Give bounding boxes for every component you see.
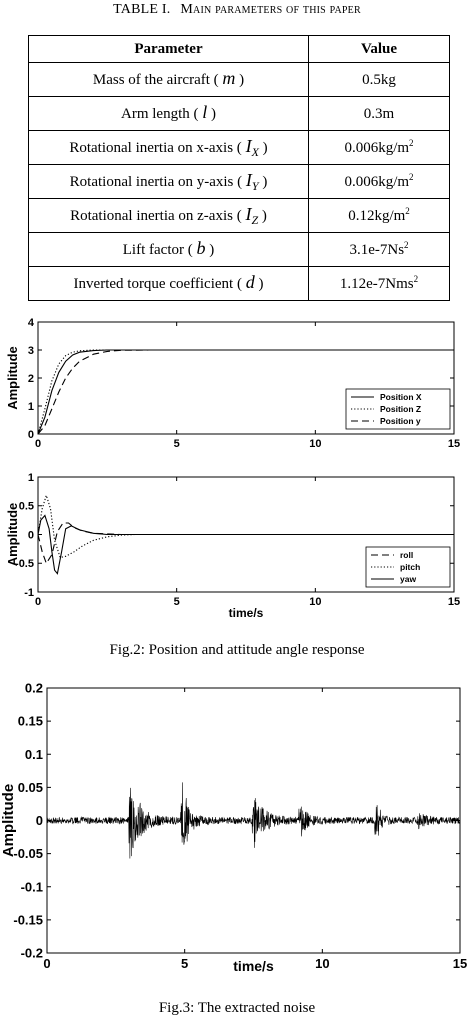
y-tick-label: 0.15 [18,714,43,729]
x-tick-label: 0 [43,956,50,971]
noise-signal-line [46,782,461,859]
table-row: Rotational inertia on z-axis ( IZ ) 0.12k… [28,198,450,233]
x-tick-label: 5 [174,438,180,448]
table-row: Rotational inertia on x-axis ( IX ) 0.006… [28,130,450,165]
table-row: Lift factor ( b ) 3.1e-7Ns2 [28,232,450,267]
y-axis-label: Amplitude [5,503,20,567]
series-line-yaw [37,514,454,575]
y-tick-label: 0.2 [25,681,43,696]
header-parameter: Parameter [28,35,309,63]
parameter-cell: Rotational inertia on y-axis ( IY ) [28,164,309,199]
y-tick-label: 3 [28,345,34,357]
legend-box [345,388,451,430]
fig3-chart: 0 5 10 15 -0.2 -0.15 -0.1 -0.05 0 0.05 0.1 0.15 0.2 A… [0,676,474,976]
value-cell: 0.006kg/m2 [308,164,450,199]
table-row: Arm length ( l ) 0.3m [28,96,450,131]
y-tick-label: -0.5 [15,558,34,570]
parameters-table: Parameter Value Mass of the aircraft ( m… [28,35,450,301]
value-cell: 0.3m [308,96,450,131]
parameter-cell: Rotational inertia on x-axis ( IX ) [28,130,309,165]
y-tick-label: -0.1 [21,879,43,894]
header-value: Value [308,35,450,63]
parameter-cell: Lift factor ( b ) [28,232,309,267]
parameter-cell: Arm length ( l ) [28,96,309,131]
table-row: Rotational inertia on y-axis ( IY ) 0.006… [28,164,450,199]
legend-box [365,546,451,588]
y-tick-label: -0.2 [21,946,43,961]
y-tick-label: 4 [28,317,35,329]
y-tick-label: 0 [28,529,34,541]
parameter-cell: Inverted torque coefficient ( d ) [28,266,309,301]
y-tick-label: -0.05 [13,846,43,861]
legend-label: Position Z [380,404,421,414]
x-tick-label: 5 [174,596,180,608]
x-tick-label: 15 [448,438,460,448]
parameter-cell: Mass of the aircraft ( m ) [28,62,309,97]
y-tick-label: 0 [36,813,43,828]
table-row: Mass of the aircraft ( m ) 0.5kg [28,62,450,97]
y-axis-label: Amplitude [5,346,20,410]
series-line-position-y [37,349,454,435]
legend-label: pitch [400,562,420,572]
legend-label: Position y [380,416,421,426]
x-tick-label: 15 [448,596,460,608]
x-tick-label: 10 [309,438,321,448]
y-tick-label: 0 [28,429,34,441]
fig2-top-chart: 0 5 10 15 0 1 2 3 4 Amplitude Position X Position Z… [0,310,474,448]
value-cell: 0.12kg/m2 [308,198,450,233]
table-caption-title: Main parameters of this paper [180,2,361,17]
fig3-caption: Fig.3: The extracted noise [158,1000,316,1016]
value-cell: 0.006kg/m2 [308,130,450,165]
noise-chart: 0 5 10 15 -0.2 -0.15 -0.1 -0.05 0 0.05 0.1 0.15 0.2 A… [0,681,467,974]
parameter-cell: Rotational inertia on z-axis ( IZ ) [28,198,309,233]
x-tick-label: 15 [453,956,467,971]
y-tick-label: 2 [28,373,34,385]
y-axis-label: Amplitude [0,784,17,857]
y-tick-label: -0.15 [13,912,43,927]
table-header-row: Parameter Value [28,35,450,63]
value-cell: 0.5kg [308,62,450,97]
position-response-chart: 0 5 10 15 0 1 2 3 4 Amplitude Position X Position Z… [5,317,460,448]
y-tick-label: 0.1 [25,747,43,762]
legend-label: roll [400,550,413,560]
y-tick-label: 0.05 [18,780,43,795]
legend-label: Position X [380,392,422,402]
x-tick-label: 10 [315,956,329,971]
fig2-bottom-chart: 0 5 10 15 -1 -0.5 0 0.5 1 Amplitude time/s roll pitc… [0,467,474,627]
x-axis-label: time/s [233,958,274,974]
value-cell: 3.1e-7Ns2 [308,232,450,267]
table-caption-prefix: TABLE I. [113,2,171,17]
y-tick-label: 1 [28,472,34,484]
x-tick-label: 5 [181,956,188,971]
table-caption: TABLE I. Main parameters of this paper [0,2,474,18]
x-tick-label: 0 [35,438,41,448]
x-tick-label: 0 [35,596,41,608]
value-cell: 1.12e-7Nms2 [308,266,450,301]
x-axis-label: time/s [229,606,264,620]
legend-label: yaw [400,574,416,584]
table-row: Inverted torque coefficient ( d ) 1.12e-7… [28,266,450,301]
y-tick-label: 0.5 [19,501,34,513]
attitude-response-chart: 0 5 10 15 -1 -0.5 0 0.5 1 Amplitude time/s roll pitc… [5,472,460,620]
y-tick-label: 1 [28,401,34,413]
y-tick-label: -1 [24,587,34,599]
fig2-caption: Fig.2: Position and attitude angle respo… [109,642,365,658]
x-tick-label: 10 [309,596,321,608]
